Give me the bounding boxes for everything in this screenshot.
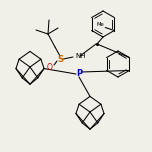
Text: S: S bbox=[57, 55, 63, 64]
Text: P: P bbox=[76, 69, 82, 78]
Text: Me: Me bbox=[97, 21, 104, 26]
Text: NH: NH bbox=[75, 54, 85, 59]
Text: O: O bbox=[47, 64, 53, 73]
